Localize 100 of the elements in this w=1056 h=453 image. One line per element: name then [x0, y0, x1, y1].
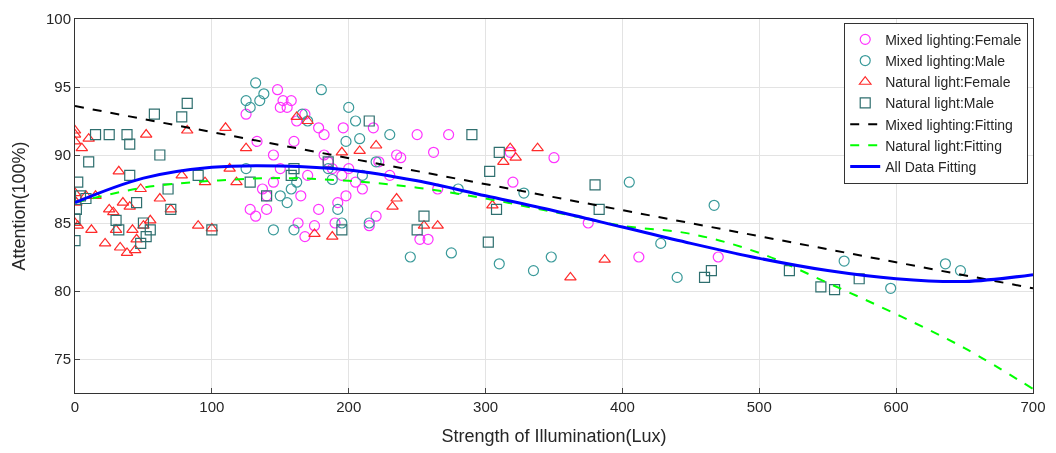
point: [302, 169, 314, 181]
point: [422, 233, 434, 245]
point: [261, 203, 273, 215]
point: [128, 244, 142, 254]
point: [254, 95, 266, 107]
point: [589, 179, 601, 191]
x-tick-label: 100: [199, 398, 225, 415]
legend-label: Mixed lighting:Male: [885, 53, 1006, 69]
point: [655, 237, 667, 249]
point: [113, 224, 125, 236]
point: [705, 265, 717, 277]
point: [815, 281, 827, 293]
point: [712, 251, 724, 263]
point: [110, 214, 122, 226]
point: [336, 169, 348, 181]
point: [106, 206, 120, 216]
point: [411, 224, 423, 236]
point: [671, 271, 683, 283]
point: [363, 115, 375, 127]
point: [240, 163, 252, 175]
point: [240, 108, 252, 120]
point: [295, 190, 307, 202]
point: [353, 145, 367, 155]
point: [130, 233, 143, 243]
point: [274, 163, 286, 175]
point: [335, 146, 349, 156]
point: [340, 135, 352, 147]
point: [230, 176, 243, 186]
point: [102, 203, 116, 213]
point: [343, 163, 355, 175]
point: [181, 97, 193, 109]
point: [503, 142, 517, 152]
point: [285, 183, 297, 195]
point: [838, 255, 850, 267]
point: [332, 197, 344, 209]
point: [414, 233, 426, 245]
x-axis-title: Strength of Illumination(Lux): [441, 426, 667, 447]
point: [349, 176, 362, 188]
point: [281, 101, 293, 113]
point: [329, 217, 341, 229]
point: [390, 192, 403, 202]
point: [427, 146, 440, 158]
point: [198, 176, 212, 186]
x-tick-label: 0: [70, 398, 80, 415]
point: [336, 224, 348, 236]
point: [130, 197, 143, 209]
point: [340, 190, 352, 202]
point: [251, 135, 263, 147]
point: [267, 224, 280, 236]
point: [291, 115, 303, 127]
point: [244, 101, 256, 113]
point: [518, 187, 530, 199]
point: [148, 108, 160, 120]
y-tick-label: 95: [54, 78, 71, 96]
point: [256, 183, 269, 195]
legend-label: Natural light:Fitting: [885, 137, 1002, 154]
legend-label: Mixed lighting:Fitting: [885, 116, 1013, 133]
point: [103, 129, 115, 141]
point: [112, 165, 126, 175]
point: [391, 149, 403, 161]
point: [153, 192, 167, 202]
point: [404, 251, 416, 263]
legend-label: All Data Fitting: [885, 159, 977, 175]
point: [531, 142, 544, 152]
point: [83, 156, 95, 168]
point: [271, 84, 284, 96]
point: [75, 190, 87, 202]
point: [239, 142, 253, 152]
point: [545, 251, 557, 263]
point: [885, 282, 897, 294]
legend-label: Mixed lighting:Female: [885, 31, 1022, 48]
point: [337, 122, 349, 134]
point: [593, 203, 605, 215]
point: [939, 258, 952, 270]
point: [135, 237, 147, 249]
point: [384, 129, 396, 141]
point: [124, 138, 136, 150]
point: [482, 236, 494, 248]
x-tick-label: 200: [336, 398, 362, 415]
point: [285, 169, 297, 181]
point: [308, 220, 321, 232]
point: [291, 176, 303, 188]
point: [250, 210, 262, 222]
y-tick-label: 85: [54, 214, 71, 232]
point: [369, 139, 383, 149]
point: [240, 95, 252, 107]
point: [318, 129, 330, 141]
point: [443, 129, 455, 141]
point: [411, 129, 423, 141]
point: [120, 247, 134, 257]
point: [206, 224, 218, 236]
y-tick-label: 75: [54, 350, 71, 368]
point: [708, 199, 720, 211]
point: [143, 214, 157, 224]
x-tick-label: 700: [1020, 398, 1046, 415]
point: [326, 173, 338, 186]
x-tick-label: 600: [883, 398, 909, 415]
point: [466, 129, 478, 141]
point: [452, 183, 464, 195]
point: [698, 271, 711, 283]
